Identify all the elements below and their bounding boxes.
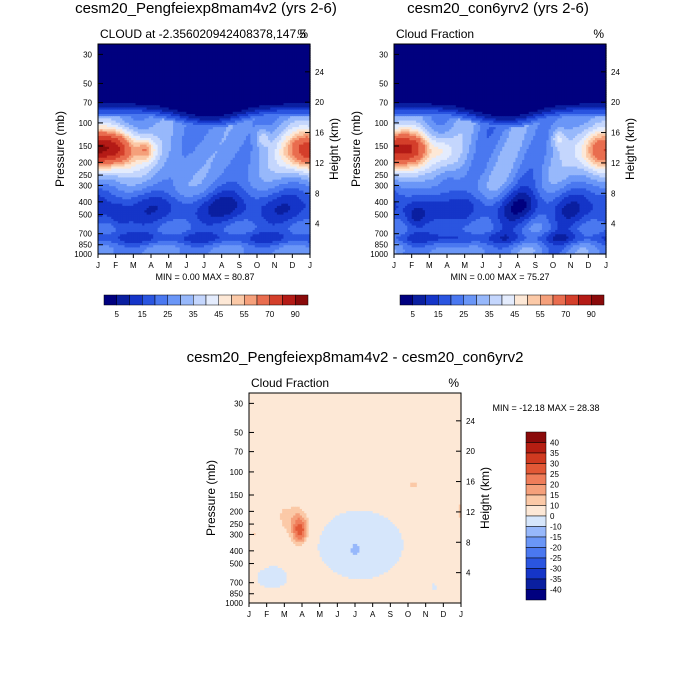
panel-left-label: CLOUD at -2.356020942408378,147.5 [100,27,306,41]
figure: cesm20_Pengfeiexp8mam4v2 (yrs 2-6) CLOUD … [0,0,700,700]
panel-title: cesm20_Pengfeiexp8mam4v2 (yrs 2-6) [75,0,337,17]
panel-right-label: % [297,27,308,41]
contour-field [98,44,311,255]
panel-1: cesm20_Pengfeiexp8mam4v2 (yrs 2-6) CLOUD … [53,0,341,319]
